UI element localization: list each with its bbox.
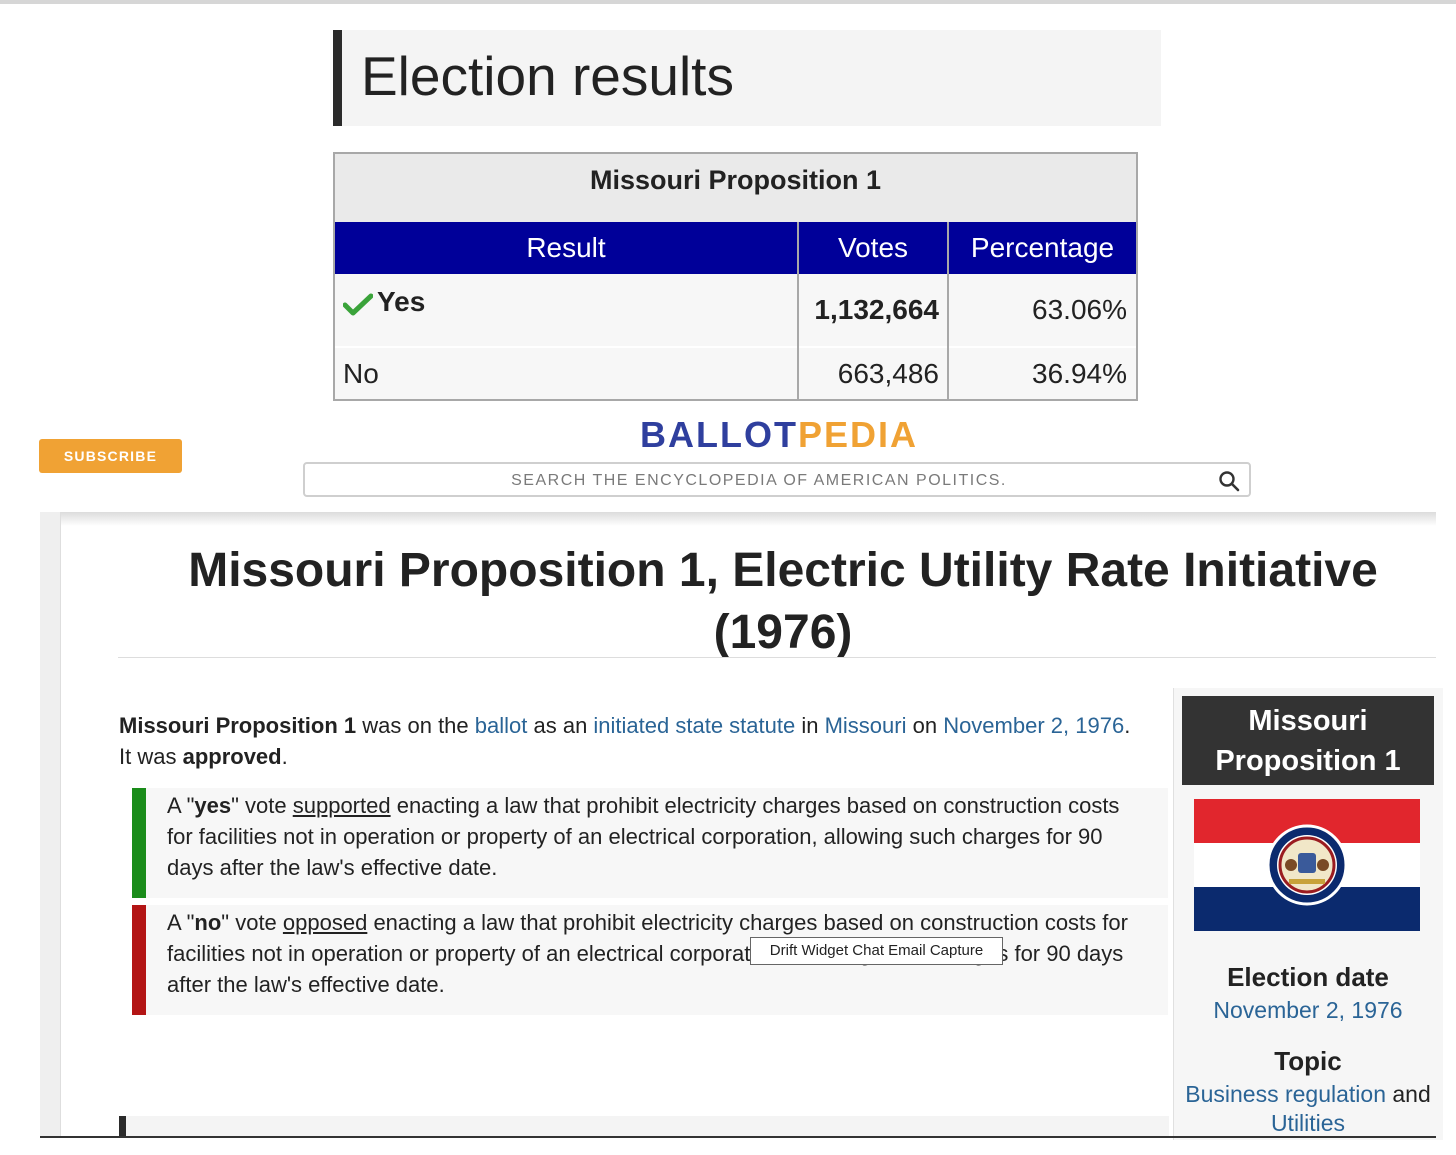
subscribe-button[interactable]: SUBSCRIBE: [39, 439, 182, 473]
votes-no: 663,486: [837, 358, 939, 389]
link-supported[interactable]: supported: [292, 793, 391, 818]
lead-text: It was: [119, 744, 183, 769]
row-divider: [335, 346, 1136, 348]
link-missouri[interactable]: Missouri: [824, 713, 907, 738]
vote-text: " vote: [221, 910, 283, 935]
page-shadow: [40, 512, 1436, 526]
link-business-regulation[interactable]: Business regulation: [1185, 1081, 1386, 1107]
missouri-flag-icon: [1194, 799, 1420, 931]
lead-paragraph: Missouri Proposition 1 was on the ballot…: [119, 710, 1179, 772]
vote-text: enacting a law that prohibit electricity…: [167, 793, 1120, 880]
link-ballot[interactable]: ballot: [474, 713, 528, 738]
page-title: Missouri Proposition 1, Electric Utility…: [188, 544, 1378, 659]
results-table: Missouri Proposition 1 Result Votes Perc…: [333, 152, 1138, 401]
topic-label: Topic: [1274, 1046, 1342, 1076]
page-left-rail: [40, 512, 61, 1137]
column-divider: [797, 222, 799, 399]
drift-widget-tooltip: Drift Widget Chat Email Capture: [750, 937, 1003, 965]
lead-text: .: [281, 744, 288, 769]
yes-word: yes: [194, 793, 232, 818]
title-divider: [118, 657, 1436, 658]
link-utilities[interactable]: Utilities: [1270, 1110, 1346, 1136]
election-results-heading-text: Election results: [361, 45, 734, 107]
vote-text: " vote: [231, 793, 293, 818]
table-row-yes: [335, 274, 1136, 346]
results-table-caption: Missouri Proposition 1: [335, 154, 1136, 222]
infobox-title: Missouri Proposition 1: [1182, 696, 1434, 785]
lead-subject: Missouri Proposition 1: [119, 713, 357, 738]
vote-text: A ": [167, 910, 195, 935]
no-vote-description: A "no" vote opposed enacting a law that …: [132, 905, 1168, 1015]
topic-and: and: [1385, 1081, 1431, 1107]
result-yes: Yes: [377, 286, 426, 317]
search-icon[interactable]: [1217, 469, 1241, 493]
lead-outcome: approved: [182, 744, 282, 769]
link-opposed[interactable]: opposed: [282, 910, 368, 935]
election-results-heading: Election results: [333, 30, 1161, 126]
yes-vote-description: A "yes" vote supported enacting a law th…: [132, 788, 1168, 898]
link-infobox-election-date[interactable]: November 2, 1976: [1213, 997, 1403, 1023]
column-header-result: Result: [335, 222, 797, 274]
lead-text: on: [906, 713, 944, 738]
table-row-no: [335, 348, 1136, 399]
votes-yes: 1,132,664: [814, 294, 939, 325]
lead-text: .: [1124, 713, 1131, 738]
ballotpedia-logo[interactable]: BALLOTPEDIA: [640, 414, 918, 456]
lead-text: was on the: [356, 713, 475, 738]
election-date-label: Election date: [1227, 962, 1389, 992]
page-bottom-edge: [40, 1136, 1436, 1138]
link-initiated-state-statute[interactable]: initiated state statute: [593, 713, 796, 738]
topic-value: Business regulation and Utilities: [1174, 1080, 1442, 1138]
next-section-heading: [119, 1116, 1169, 1136]
search-input[interactable]: [307, 466, 1211, 495]
vote-text: A ": [167, 793, 195, 818]
column-divider: [947, 222, 949, 399]
election-date-value: November 2, 1976: [1174, 996, 1442, 1025]
column-header-percentage: Percentage: [949, 222, 1136, 274]
lead-text: in: [795, 713, 825, 738]
lead-text: as an: [527, 713, 594, 738]
link-election-date[interactable]: November 2, 1976: [943, 713, 1125, 738]
column-header-votes: Votes: [799, 222, 947, 274]
logo-pedia: PEDIA: [797, 414, 918, 455]
no-word: no: [194, 910, 222, 935]
checkmark-icon: [343, 293, 373, 316]
result-no: No: [343, 358, 379, 389]
search-bar: [303, 462, 1251, 497]
top-border: [0, 0, 1456, 4]
percentage-no: 36.94%: [1032, 358, 1127, 389]
percentage-yes: 63.06%: [1032, 294, 1127, 325]
infobox: Missouri Proposition 1 Election date Nov…: [1173, 688, 1443, 1140]
logo-ballot: BALLOT: [640, 414, 798, 455]
